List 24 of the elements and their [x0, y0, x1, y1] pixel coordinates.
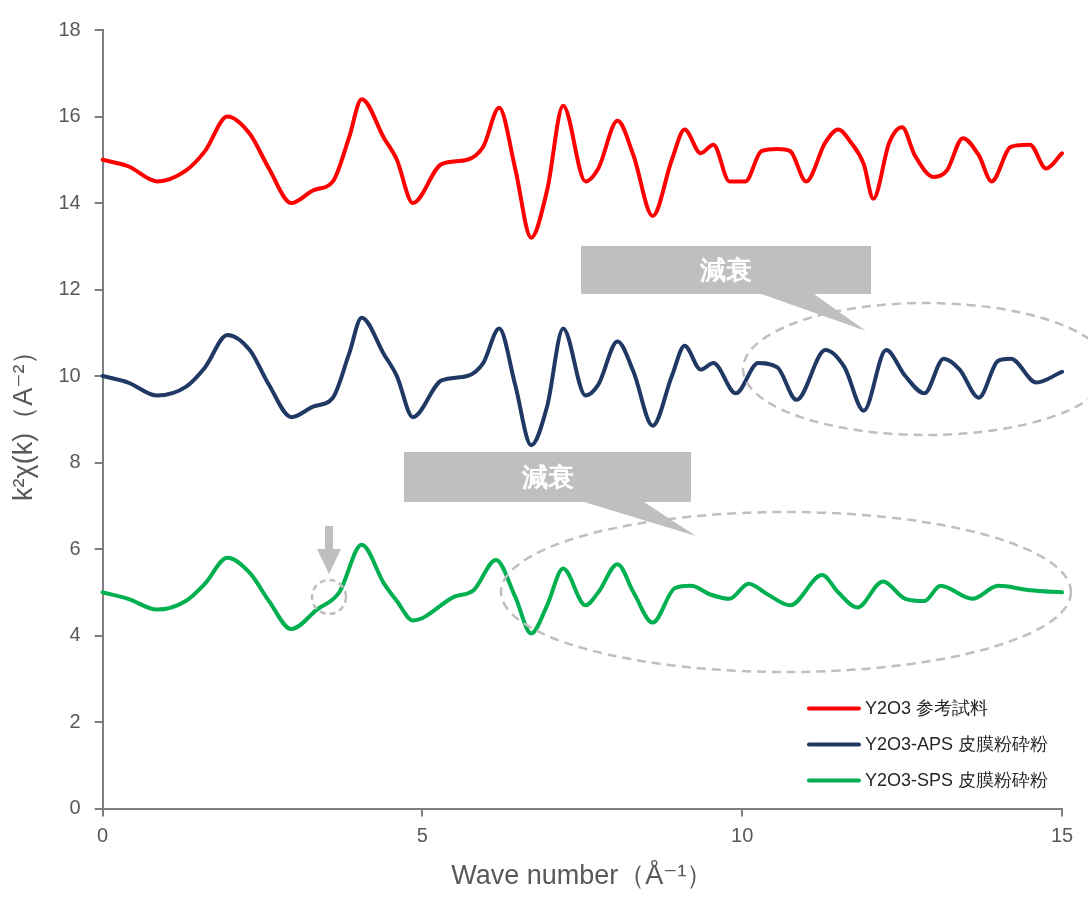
x-tick-label: 15 — [1050, 824, 1074, 847]
legend-label: Y2O3-SPS 皮膜粉砕粉 — [864, 769, 1049, 790]
y-tick-label: 2 — [69, 709, 81, 732]
y-tick-label: 14 — [58, 190, 81, 213]
legend-label: Y2O3 参考試料 — [864, 697, 988, 718]
y-tick-label: 10 — [58, 363, 81, 386]
line-series — [100, 315, 1064, 448]
y-axis-title: k²χ(k)（A⁻²） — [7, 337, 38, 501]
x-tick-label: 5 — [416, 824, 428, 847]
line-series — [100, 542, 1064, 636]
y-tick-label: 6 — [69, 536, 81, 559]
x-axis-title: Wave number（Å⁻¹） — [451, 859, 714, 891]
y-tick-label: 12 — [58, 277, 81, 300]
y-tick-label: 4 — [69, 623, 81, 646]
x-tick-label: 10 — [731, 824, 754, 847]
line-series — [100, 97, 1064, 240]
legend-label: Y2O3-APS 皮膜粉砕粉 — [864, 733, 1049, 754]
y-tick-label: 0 — [69, 796, 81, 819]
y-tick-label: 18 — [58, 17, 81, 40]
x-tick-label: 0 — [97, 824, 109, 847]
annotation: 減衰 — [700, 253, 752, 287]
y-tick-label: 8 — [69, 450, 81, 473]
y-tick-label: 16 — [58, 104, 81, 127]
annotation: 減衰 — [521, 460, 574, 494]
